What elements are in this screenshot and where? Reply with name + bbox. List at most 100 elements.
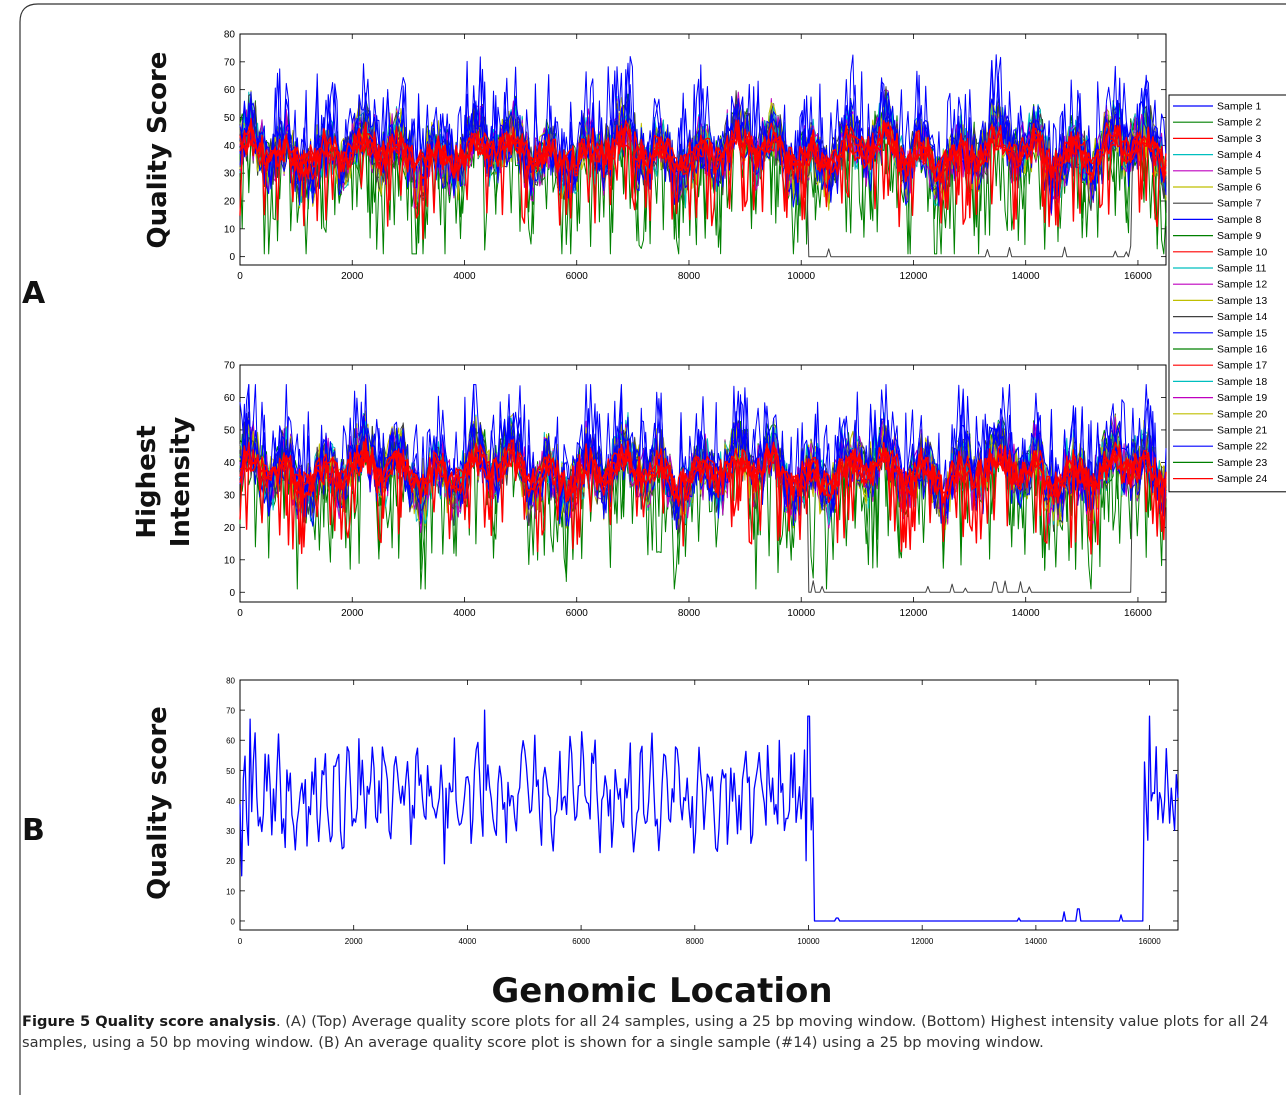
- y-axis-label: Intensity: [166, 417, 196, 548]
- x-tick-label: 0: [237, 608, 243, 619]
- chart-highest-intensity-all-samples: 0 10 20 30 40 50 60 70 0 2000 4000 6000 8000 10000 120…: [132, 361, 1167, 619]
- legend-entry: Sample 5: [1217, 165, 1262, 177]
- y-axis-label: Quality Score: [143, 52, 173, 249]
- legend-entry: Sample 2: [1217, 117, 1262, 129]
- x-tick-label: 10000: [787, 608, 815, 619]
- x-tick-label: 4000: [453, 608, 476, 619]
- y-tick-label: 70: [224, 57, 236, 68]
- y-tick-label: 30: [226, 827, 235, 836]
- y-tick-label: 10: [224, 224, 236, 235]
- legend-entry: Sample 4: [1217, 149, 1262, 161]
- caption-title: Figure 5 Quality score analysis: [22, 1013, 276, 1030]
- series-line-sample-24: [239, 441, 1167, 553]
- x-tick-label: 6000: [572, 937, 590, 946]
- y-tick-label: 50: [224, 425, 236, 436]
- figure-caption: Figure 5 Quality score analysis. (A) (To…: [22, 1011, 1280, 1053]
- legend-entry: Sample 24: [1217, 473, 1267, 485]
- x-tick-label: 10000: [797, 937, 820, 946]
- y-axis-label: Highest: [132, 425, 162, 538]
- series-line-sample-14: [239, 94, 1167, 258]
- chart-quality-score-all-samples: 0 10 20 30 40 50 60 70 80 0 2000 4000 6000 8000 10000 1…: [143, 30, 1167, 282]
- x-tick-label: 12000: [900, 608, 928, 619]
- series-line-sample-24: [239, 119, 1167, 230]
- x-axis-title: Genomic Location: [491, 971, 832, 1011]
- figure-border: [19, 3, 1286, 1095]
- x-tick-label: 0: [238, 937, 243, 946]
- x-tick-label: 4000: [453, 271, 476, 282]
- y-tick-label: 40: [224, 458, 236, 469]
- x-tick-label: 2000: [341, 271, 364, 282]
- y-tick-label: 20: [226, 857, 235, 866]
- x-tick-label: 8000: [686, 937, 704, 946]
- x-tick-label: 14000: [1012, 271, 1040, 282]
- y-tick-label: 80: [226, 677, 235, 686]
- legend-entry: Sample 14: [1217, 311, 1267, 323]
- legend-entry: Sample 19: [1217, 392, 1267, 404]
- legend-entry: Sample 22: [1217, 441, 1267, 453]
- legend-entry: Sample 17: [1217, 360, 1267, 372]
- x-tick-label: 2000: [341, 608, 364, 619]
- legend-entry: Sample 13: [1217, 295, 1267, 307]
- y-tick-label: 0: [229, 588, 235, 599]
- legend-entry: Sample 9: [1217, 230, 1262, 242]
- y-tick-label: 20: [224, 196, 236, 207]
- y-tick-label: 30: [224, 169, 236, 180]
- y-tick-label: 50: [224, 113, 236, 124]
- chart-quality-score-sample-14: 0 10 20 30 40 50 60 70 80 0 2000 4000 6000 8000 10000 1…: [143, 677, 1179, 946]
- y-tick-label: 40: [226, 797, 235, 806]
- y-tick-label: 60: [224, 85, 236, 96]
- x-tick-label: 10000: [787, 271, 815, 282]
- legend-entry: Sample 11: [1217, 263, 1267, 275]
- x-tick-label: 16000: [1124, 271, 1152, 282]
- plot-area: [239, 679, 1179, 931]
- legend-entry: Sample 23: [1217, 457, 1267, 469]
- caption-text: . (A) (Top) Average quality score plots …: [22, 1013, 1269, 1051]
- y-tick-label: 0: [231, 917, 236, 926]
- panel-a-label: A: [22, 276, 46, 311]
- legend-entry: Sample 10: [1217, 246, 1267, 258]
- y-tick-label: 60: [226, 737, 235, 746]
- y-tick-label: 50: [226, 767, 235, 776]
- legend-entry: Sample 3: [1217, 133, 1262, 145]
- x-tick-label: 16000: [1124, 608, 1152, 619]
- x-tick-label: 8000: [678, 608, 701, 619]
- y-tick-label: 30: [224, 490, 236, 501]
- y-tick-label: 0: [229, 252, 235, 263]
- x-tick-label: 4000: [458, 937, 476, 946]
- legend-entry: Sample 7: [1217, 198, 1262, 210]
- series-line-sample-14: [239, 709, 1179, 922]
- legend-entry: Sample 21: [1217, 425, 1267, 437]
- y-tick-label: 70: [226, 707, 235, 716]
- x-tick-label: 16000: [1138, 937, 1161, 946]
- legend: Sample 1 Sample 2 Sample 3 Sample 4 Sample 5…: [1168, 94, 1286, 493]
- legend-entry: Sample 18: [1217, 376, 1267, 388]
- y-axis-label: Quality score: [143, 706, 173, 900]
- y-tick-label: 40: [224, 141, 236, 152]
- legend-entry: Sample 1: [1217, 101, 1262, 113]
- x-tick-label: 6000: [566, 608, 589, 619]
- legend-entry: Sample 15: [1217, 327, 1267, 339]
- x-tick-label: 0: [237, 271, 243, 282]
- x-tick-label: 12000: [911, 937, 934, 946]
- y-tick-label: 60: [224, 393, 236, 404]
- x-tick-label: 6000: [566, 271, 589, 282]
- legend-entry: Sample 16: [1217, 344, 1267, 356]
- y-tick-label: 70: [224, 361, 236, 372]
- panel-b-label: B: [22, 813, 45, 848]
- series-line-sample-22: [239, 384, 1167, 527]
- x-tick-label: 12000: [900, 271, 928, 282]
- legend-entry: Sample 20: [1217, 408, 1267, 420]
- series-line-sample-16: [239, 98, 1167, 255]
- x-tick-label: 14000: [1012, 608, 1040, 619]
- legend-entry: Sample 8: [1217, 214, 1262, 226]
- y-tick-label: 20: [224, 523, 236, 534]
- y-tick-label: 80: [224, 30, 236, 41]
- legend-box: [1168, 94, 1286, 493]
- x-tick-label: 2000: [345, 937, 363, 946]
- series-line-sample-15: [239, 384, 1167, 517]
- legend-entry: Sample 12: [1217, 279, 1267, 291]
- x-tick-label: 14000: [1025, 937, 1048, 946]
- y-tick-label: 10: [224, 555, 236, 566]
